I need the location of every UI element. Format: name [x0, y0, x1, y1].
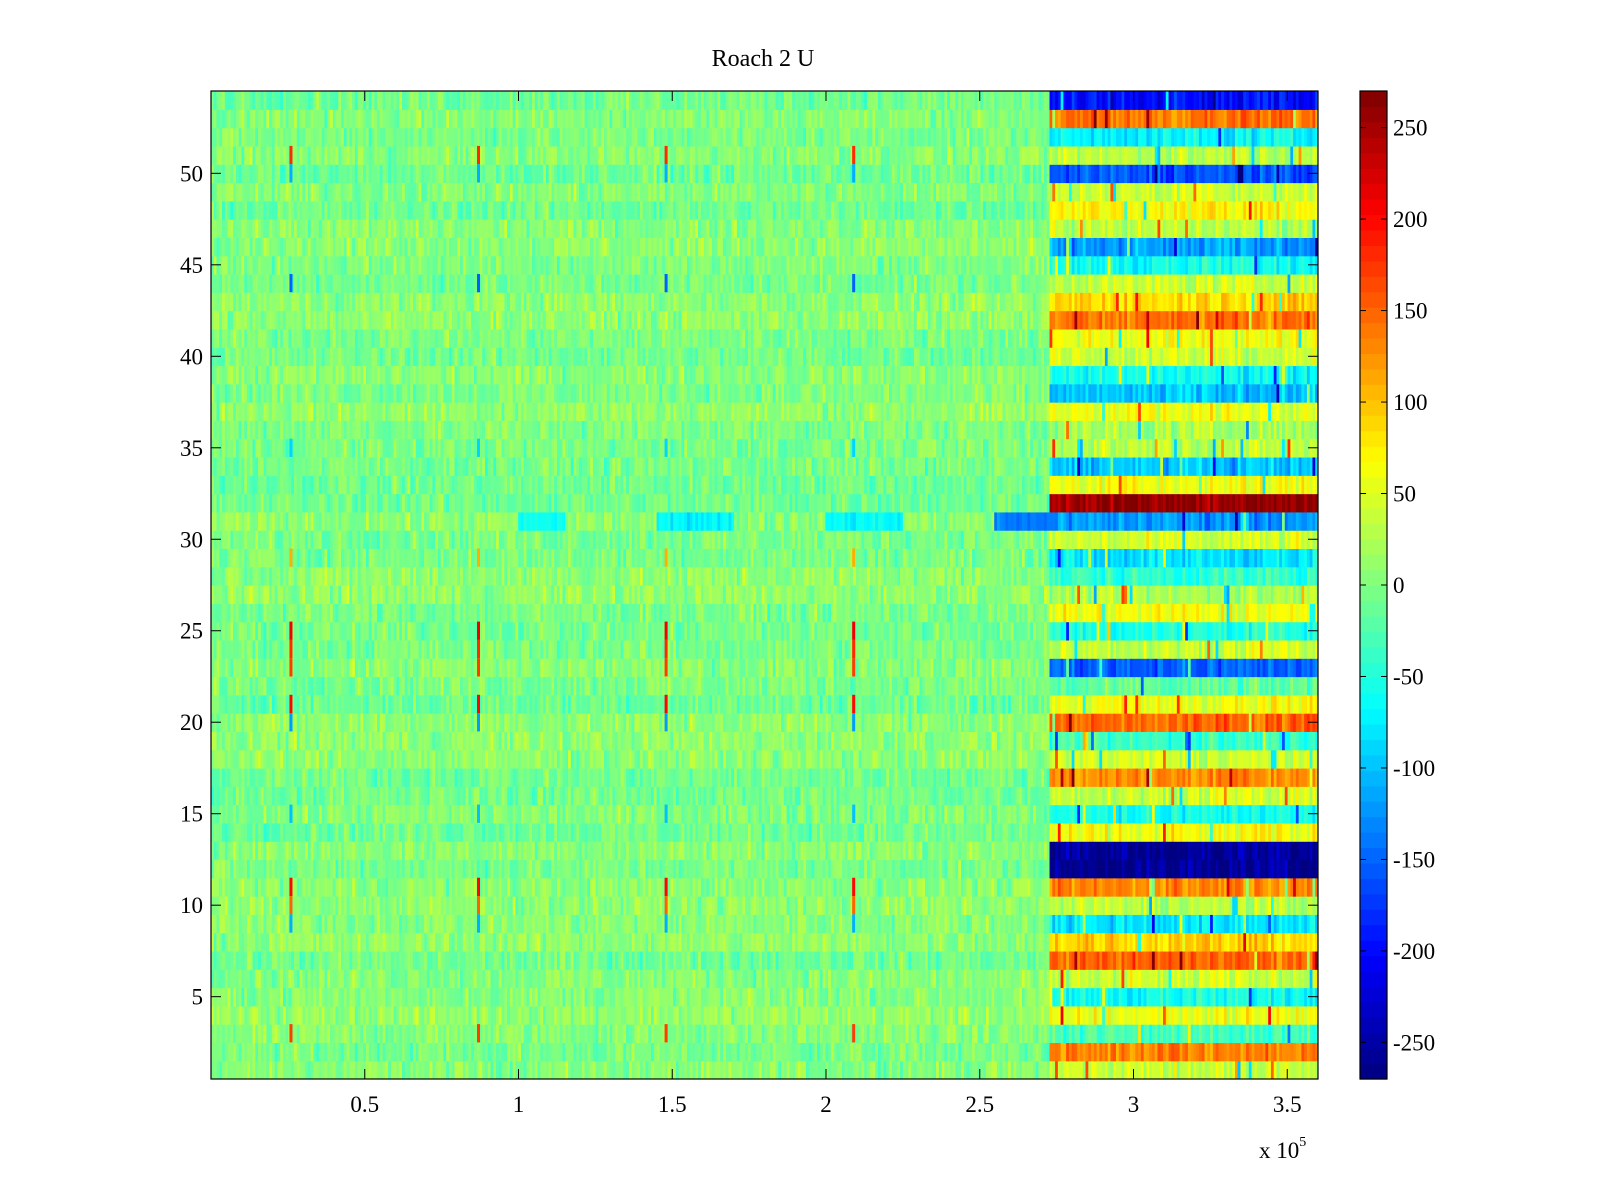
heatmap-cells — [211, 91, 1319, 1080]
chart-title: Roach 2 U — [712, 46, 815, 72]
heatmap-row — [211, 988, 1319, 1007]
heatmap-row — [211, 933, 1319, 952]
heatmap-row — [211, 969, 1319, 988]
heatmap-row — [211, 1061, 1319, 1080]
heatmap-row — [211, 1042, 1319, 1061]
heatmap-row — [211, 878, 1319, 897]
heatmap-row — [211, 1006, 1319, 1025]
heatmap-row — [211, 841, 1319, 860]
heatmap-row — [211, 951, 1319, 970]
heatmap-row — [211, 914, 1319, 933]
heatmap-row — [211, 1024, 1319, 1043]
heatmap-figure: Roach 2 U 0.5 1 1.5 2 2.5 3 3.5 51015202530354… — [0, 0, 1600, 1200]
heatmap-row — [211, 859, 1319, 878]
heatmap-row — [211, 896, 1319, 915]
